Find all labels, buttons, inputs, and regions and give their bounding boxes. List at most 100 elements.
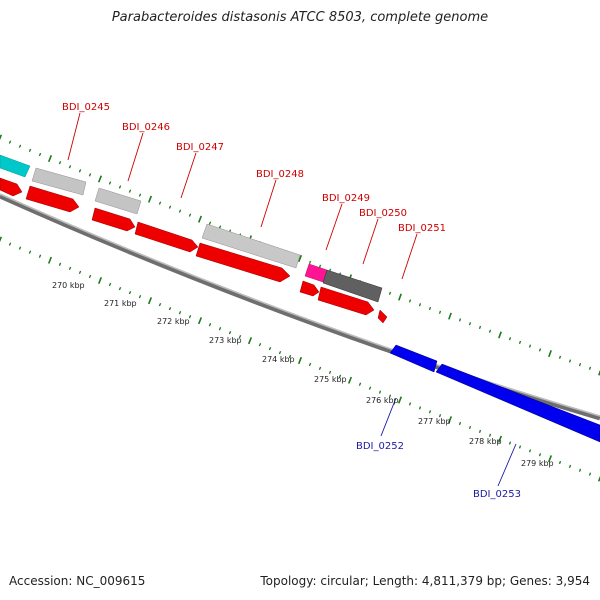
major-tick [247, 337, 253, 345]
label-leader-lines [67, 112, 517, 487]
kbp-label: 273 kbp [209, 336, 242, 345]
minor-tick [38, 254, 42, 258]
gene-block-gray [31, 167, 87, 196]
minor-tick [78, 169, 82, 173]
minor-tick [438, 414, 442, 418]
major-tick [297, 254, 303, 263]
minor-tick [228, 331, 232, 335]
forward-gene-arrow [195, 242, 291, 283]
minor-tick [478, 429, 482, 434]
major-tick [147, 195, 153, 203]
major-tick [0, 134, 3, 141]
gene-block-dark [322, 269, 383, 303]
minor-tick [488, 433, 492, 437]
kbp-label: 271 kbp [104, 299, 137, 308]
minor-tick [368, 386, 372, 390]
minor-tick [108, 282, 112, 287]
minor-tick [108, 181, 112, 185]
minor-tick [538, 453, 542, 457]
inner-tick-track [0, 236, 600, 482]
minor-tick [508, 441, 512, 445]
kbp-label: 279 kbp [521, 459, 554, 468]
gene-label-bdi-0247: BDI_0247 [176, 142, 224, 153]
minor-tick [208, 221, 212, 225]
minor-tick [428, 410, 432, 414]
kbp-label: 275 kbp [314, 375, 347, 384]
minor-tick [8, 140, 12, 144]
minor-tick [538, 348, 542, 352]
major-tick [0, 236, 3, 243]
minor-tick [588, 472, 592, 476]
minor-tick [578, 362, 582, 367]
minor-tick [308, 260, 312, 265]
genome-backbone [0, 193, 600, 421]
gene-label-bdi-0253: BDI_0253 [473, 489, 521, 500]
reverse-genes [389, 344, 600, 443]
minor-tick [158, 201, 162, 205]
gene-label-bdi-0245: BDI_0245 [62, 102, 110, 113]
major-tick [47, 155, 53, 163]
minor-tick [568, 359, 572, 363]
kbp-label: 278 kbp [469, 437, 502, 446]
minor-tick [78, 270, 82, 275]
gene-label-bdi-0251: BDI_0251 [398, 223, 446, 234]
minor-tick [8, 242, 12, 246]
minor-tick [468, 322, 472, 326]
minor-tick [218, 327, 222, 331]
minor-tick [468, 425, 472, 430]
minor-tick [118, 286, 122, 291]
minor-tick [518, 445, 522, 449]
minor-tick [278, 350, 282, 355]
minor-tick [188, 315, 192, 319]
gene-labels: BDI_0245 BDI_0246 BDI_0247 BDI_0248 BDI_… [62, 102, 521, 500]
major-tick [497, 435, 503, 443]
major-tick [347, 376, 353, 384]
minor-tick [138, 294, 142, 299]
minor-tick [358, 382, 362, 386]
gene-label-bdi-0246: BDI_0246 [122, 122, 170, 133]
major-tick [197, 215, 203, 223]
minor-tick [18, 144, 22, 148]
gene-block-gray [201, 223, 301, 269]
gene-label-bdi-0252: BDI_0252 [356, 441, 404, 452]
gene-label-bdi-0250: BDI_0250 [359, 208, 407, 219]
minor-tick [528, 449, 532, 453]
major-tick [548, 350, 552, 358]
minor-tick [458, 318, 462, 322]
minor-tick [268, 346, 272, 351]
feature-track-upper [0, 154, 383, 303]
forward-gene-arrow [377, 309, 388, 324]
major-tick [97, 175, 103, 183]
forward-gene-arrow [91, 207, 136, 232]
minor-tick [88, 173, 92, 177]
major-tick [447, 416, 453, 424]
forward-gene-arrow [299, 280, 320, 297]
kbp-label: 270 kbp [52, 281, 85, 290]
minor-tick [518, 340, 522, 345]
minor-tick [118, 185, 122, 189]
forward-gene-arrow [25, 185, 80, 213]
minor-tick [38, 152, 42, 157]
minor-tick [328, 370, 332, 375]
major-tick [498, 331, 502, 339]
major-tick [598, 369, 600, 376]
minor-tick [288, 354, 292, 359]
minor-tick [28, 148, 32, 153]
forward-gene-arrow [134, 221, 199, 253]
minor-tick [338, 374, 342, 378]
major-tick [197, 317, 203, 325]
minor-tick [408, 402, 412, 406]
forward-gene-arrow [0, 177, 23, 197]
minor-tick [528, 344, 532, 348]
minor-tick [578, 468, 582, 472]
major-tick [397, 396, 403, 404]
major-tick [448, 312, 452, 320]
gene-label-bdi-0249: BDI_0249 [322, 193, 370, 204]
gene-block-gray [94, 187, 142, 215]
major-tick [97, 276, 103, 285]
minor-tick [128, 290, 132, 295]
kbp-label: 276 kbp [366, 396, 399, 405]
minor-tick [88, 274, 92, 279]
minor-tick [408, 299, 412, 303]
minor-tick [478, 325, 482, 330]
